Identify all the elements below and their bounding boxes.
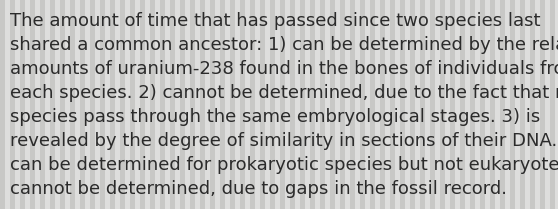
Text: species pass through the same embryological stages. 3) is: species pass through the same embryologi… xyxy=(10,108,540,126)
Text: each species. 2) cannot be determined, due to the fact that most: each species. 2) cannot be determined, d… xyxy=(10,84,558,102)
Text: shared a common ancestor: 1) can be determined by the relative: shared a common ancestor: 1) can be dete… xyxy=(10,36,558,54)
Text: cannot be determined, due to gaps in the fossil record.: cannot be determined, due to gaps in the… xyxy=(10,180,507,198)
Text: can be determined for prokaryotic species but not eukaryotes. 5): can be determined for prokaryotic specie… xyxy=(10,156,558,174)
Text: revealed by the degree of similarity in sections of their DNA. 4): revealed by the degree of similarity in … xyxy=(10,132,558,150)
Text: amounts of uranium-238 found in the bones of individuals from: amounts of uranium-238 found in the bone… xyxy=(10,60,558,78)
Text: The amount of time that has passed since two species last: The amount of time that has passed since… xyxy=(10,12,541,30)
